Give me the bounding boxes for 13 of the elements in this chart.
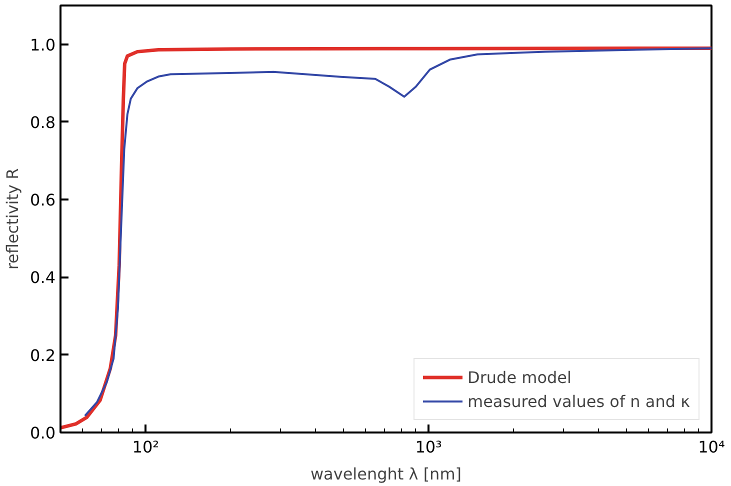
y-tick-label: 0.8 xyxy=(30,112,56,132)
y-tick-label: 0.2 xyxy=(30,346,56,365)
y-tick-label: 1.0 xyxy=(30,35,56,54)
x-tick-label: 10³ xyxy=(415,438,442,456)
y-axis-title: reflectivity R xyxy=(3,168,22,270)
legend-label: Drude model xyxy=(468,368,572,386)
legend-label: measured values of n and κ xyxy=(468,392,690,410)
y-tick-label: 0.0 xyxy=(30,424,56,442)
x-tick-label: 10⁴ xyxy=(698,438,725,456)
x-tick-label: 10² xyxy=(132,438,160,456)
y-tick-label: 0.4 xyxy=(30,268,56,288)
y-tick-label: 0.6 xyxy=(30,190,56,210)
x-axis-title: wavelenght λ [nm] xyxy=(310,464,462,484)
